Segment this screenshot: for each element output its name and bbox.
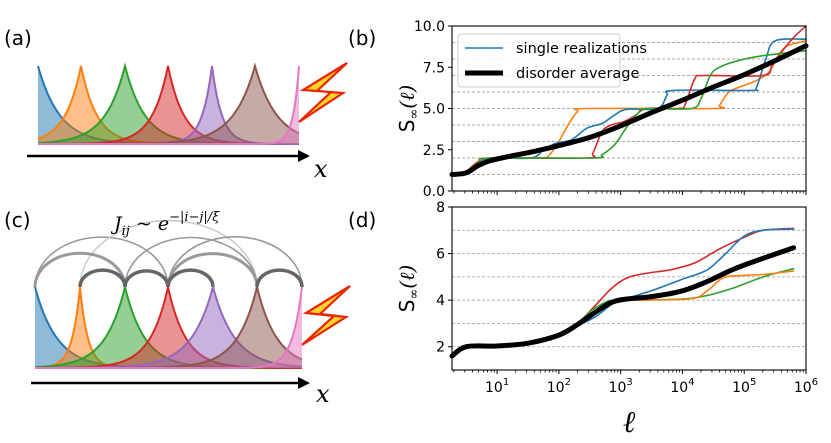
orbital-fill (35, 287, 302, 368)
panel-c-x-axis (31, 377, 310, 389)
x-tick-label: 104 (670, 377, 694, 396)
orbital-curve (35, 286, 303, 369)
y-axis-label: S∞(ℓ) (395, 85, 422, 132)
coupling-arc (166, 252, 259, 288)
coupling-arc (78, 268, 127, 288)
legend-label-average: disorder average (516, 66, 639, 82)
series-line-realization-red (451, 227, 795, 357)
panel-c-coupling-arcs (33, 219, 304, 288)
series-line-disorder-average (449, 245, 797, 359)
panel-label-c: (c) (4, 208, 31, 232)
x-tick-label: 102 (547, 377, 571, 396)
coupling-arc (123, 269, 170, 288)
panel-c-x-label: x (316, 380, 330, 408)
panel-label-b: (b) (348, 26, 376, 50)
lightning-bolt-icon-c (301, 285, 351, 346)
panel-c-orbitals (34, 283, 303, 369)
orbital-fill (38, 66, 299, 144)
y-tick-label: 5.0 (423, 102, 445, 118)
chart-b: 0.0 2.5 5.0 7.5 10.0 S∞(ℓ) (395, 19, 809, 200)
y-tick-label: 7.5 (423, 60, 445, 76)
y-tick-label: 6 (436, 247, 445, 263)
orbital-fill (35, 287, 302, 368)
y-tick-label: 0.0 (423, 184, 445, 200)
y-tick-label: 2 (436, 340, 445, 356)
coupling-arc (167, 236, 303, 288)
orbital-fill (35, 287, 302, 368)
series-line-disorder-average (449, 43, 809, 177)
panel-a-x-axis (27, 150, 310, 162)
orbital-fill (38, 66, 299, 144)
x-tick-label: 101 (485, 377, 509, 396)
panel-a-orbitals (37, 62, 300, 145)
plot-frame (451, 206, 807, 371)
y-tick-label: 8 (436, 200, 445, 216)
legend: single realizations disorder average (457, 33, 647, 88)
series-line-realization-green (451, 50, 807, 176)
series-line-realization-green (451, 267, 795, 357)
orbital-curve (38, 65, 300, 145)
orbital-fill (38, 66, 299, 144)
coupling-arc (33, 251, 127, 288)
orbital-fill (38, 66, 299, 144)
coupling-arc (255, 268, 304, 288)
legend-label-single: single realizations (516, 41, 647, 57)
panel-a-x-label: x (314, 155, 328, 183)
coupling-arc (124, 236, 258, 288)
lightning-bolt-icon-a (298, 62, 348, 123)
y-axis-label: S∞(ℓ) (395, 265, 422, 312)
panel-label-d: (d) (348, 208, 376, 232)
chart-d: 2 4 6 8 101 102 103 104 105 106 S∞(ℓ) ℓ (395, 200, 818, 440)
x-tick-label: 105 (732, 377, 756, 396)
y-tick-label: 4 (436, 293, 445, 309)
coupling-arc (34, 236, 169, 288)
x-tick-label: 103 (609, 377, 633, 396)
coupling-arc (79, 219, 258, 288)
y-tick-label: 2.5 (423, 143, 445, 159)
x-axis-label: ℓ (623, 405, 636, 440)
x-tick-label: 106 (794, 377, 818, 396)
coupling-arc (166, 268, 215, 288)
panel-label-a: (a) (4, 26, 32, 50)
coupling-formula: Jij ~ e−|i−j|/ξ (110, 210, 220, 239)
series-line-realization-blue (451, 228, 795, 357)
y-tick-label: 10.0 (414, 19, 445, 35)
